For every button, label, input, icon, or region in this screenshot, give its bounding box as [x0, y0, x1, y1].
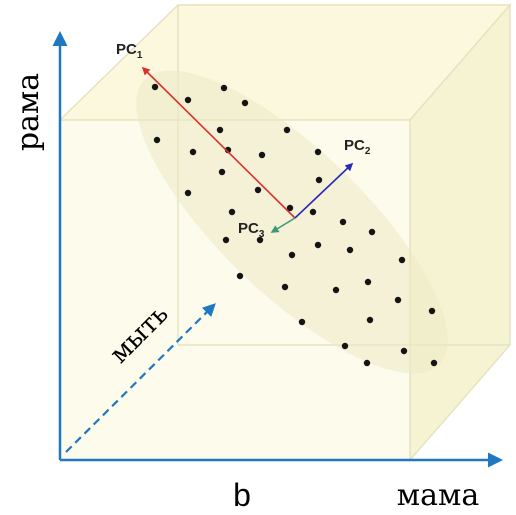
data-point [236, 272, 244, 280]
data-point [298, 318, 306, 326]
pc1-arrow [141, 66, 296, 219]
data-point [222, 236, 230, 244]
data-point [346, 246, 354, 254]
data-point [363, 359, 371, 367]
data-point [341, 342, 349, 350]
bottom-letter-label: b [233, 477, 251, 513]
data-point [286, 204, 294, 212]
pc2-arrow [294, 162, 354, 219]
data-point [228, 208, 236, 216]
pc3-subscript: 3 [259, 229, 265, 240]
data-point [153, 136, 161, 144]
data-point [184, 96, 192, 104]
data-point [281, 283, 289, 291]
pc2-subscript: 2 [365, 146, 371, 157]
data-point [314, 148, 322, 156]
data-point [256, 236, 264, 244]
vertical-axis-label: рама [11, 73, 46, 151]
depth-axis [65, 303, 216, 453]
data-point [309, 208, 317, 216]
data-point [314, 241, 322, 249]
data-point [430, 359, 438, 367]
data-point [364, 278, 372, 286]
data-point [366, 316, 374, 324]
data-point [428, 307, 436, 315]
data-point [151, 83, 159, 91]
data-point [224, 146, 232, 154]
data-point [332, 286, 340, 294]
data-points [151, 83, 438, 367]
data-point [254, 186, 262, 194]
data-cloud [136, 70, 448, 374]
data-point [218, 168, 226, 176]
data-point [184, 189, 192, 197]
data-point [283, 126, 291, 134]
data-point [400, 347, 408, 355]
data-point [368, 228, 376, 236]
data-point [216, 126, 224, 134]
pc3-label: PC3 [238, 220, 265, 240]
data-point [189, 148, 197, 156]
data-point [394, 296, 402, 304]
data-point [288, 251, 296, 259]
data-point [398, 256, 406, 264]
horizontal-axis-label: мама [397, 478, 480, 513]
data-point [339, 218, 347, 226]
pc3-arrow [270, 217, 296, 233]
data-point [220, 84, 228, 92]
pc1-label: PC1 [116, 41, 143, 61]
data-point [241, 99, 249, 107]
data-point [258, 151, 266, 159]
pc2-label: PC2 [344, 137, 371, 157]
data-point [315, 176, 323, 184]
pc1-subscript: 1 [137, 50, 143, 61]
